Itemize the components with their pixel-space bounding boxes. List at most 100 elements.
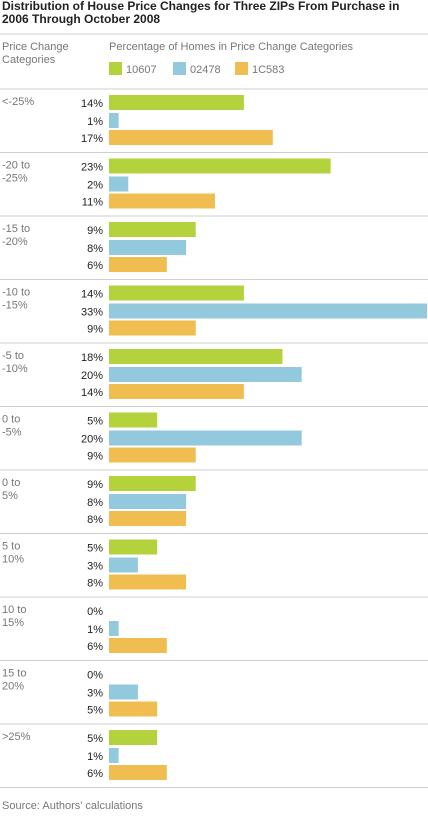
bar-02478 <box>109 621 119 636</box>
value-label: 8% <box>87 578 103 590</box>
value-label: 8% <box>87 514 103 526</box>
value-label: 14% <box>81 387 103 399</box>
bar-10607 <box>109 412 158 428</box>
value-label: 5% <box>87 705 103 717</box>
row-header-line: Price Change <box>2 41 69 53</box>
bar-1C583 <box>109 765 167 780</box>
category-label-line: -20% <box>2 236 28 248</box>
value-label: 2% <box>87 180 103 192</box>
source-note: Source: Authors' calculations <box>2 800 143 812</box>
value-label: 20% <box>81 370 103 382</box>
value-label: 18% <box>81 352 103 364</box>
bar-1C583 <box>109 447 196 463</box>
bar-10607 <box>109 222 196 237</box>
bar-10607 <box>109 95 244 110</box>
bar-02478 <box>109 494 187 509</box>
bar-10607 <box>109 539 158 555</box>
bar-02478 <box>109 557 138 573</box>
chart-title: Distribution of House Price Changes for … <box>2 0 400 26</box>
category-label: <-25% <box>2 96 34 108</box>
value-label: 14% <box>81 98 103 110</box>
value-label: 20% <box>81 434 103 446</box>
category-label: 15 to 20% <box>2 668 26 693</box>
category-label: 5 to 10% <box>2 541 24 566</box>
legend-label: 02478 <box>190 64 221 76</box>
category-label-line: 15% <box>2 617 24 629</box>
value-label: 9% <box>87 225 103 237</box>
category-label: -20 to -25% <box>2 160 30 185</box>
category-label-line: -15% <box>2 300 28 312</box>
bar-10607 <box>109 285 244 301</box>
bar-1C583 <box>109 638 167 653</box>
value-label: 5% <box>87 543 103 555</box>
legend-label: 10607 <box>126 64 157 76</box>
value-label: 1% <box>87 624 103 636</box>
bar-groups: <-25% 14%1%17%-20 to -25%23%2%11%-15 to -20… <box>0 88 428 788</box>
category-label: 0 to 5% <box>2 477 20 502</box>
category-label-line: 20% <box>2 681 24 693</box>
value-label: 11% <box>82 197 103 209</box>
bar-10607 <box>109 476 196 491</box>
bar-1C583 <box>109 511 187 526</box>
value-label: 3% <box>87 688 103 700</box>
value-label: 6% <box>87 768 103 780</box>
category-label-line: 15 to <box>2 668 26 680</box>
value-label: 23% <box>81 162 103 174</box>
category-label-line: 5 to <box>2 541 20 553</box>
category-label-line: -20 to <box>2 160 30 172</box>
row-header-line: Categories <box>2 54 56 66</box>
bar-1C583 <box>109 257 167 272</box>
category-label-line: <-25% <box>2 96 34 108</box>
bar-02478 <box>109 113 119 128</box>
category-label: >25% <box>2 731 31 743</box>
category-label: -15 to -20% <box>2 223 30 248</box>
category-label-line: -5% <box>2 427 22 439</box>
bar-02478 <box>109 684 138 700</box>
category-label-line: 0 to <box>2 477 20 489</box>
category-label: -10 to -15% <box>2 287 30 312</box>
value-label: 0% <box>87 670 103 682</box>
bar-1C583 <box>109 193 215 209</box>
category-label-line: >25% <box>2 731 31 743</box>
value-label: 9% <box>87 451 103 463</box>
value-label: 0% <box>87 606 103 618</box>
value-label: 6% <box>87 641 103 653</box>
bar-1C583 <box>109 701 158 717</box>
bar-02478 <box>109 748 119 763</box>
bar-1C583 <box>109 574 187 590</box>
bar-10607 <box>109 158 331 174</box>
category-label-line: 5% <box>2 490 18 502</box>
value-label: 14% <box>81 289 103 301</box>
value-label: 9% <box>87 324 103 336</box>
legend-label: 1C583 <box>252 64 284 76</box>
category-label-line: -10 to <box>2 287 30 299</box>
category-label: -5 to -10% <box>2 350 28 375</box>
legend-swatch <box>173 62 186 75</box>
value-label: 6% <box>87 260 103 272</box>
value-label: 5% <box>87 733 103 745</box>
legend-swatch <box>235 62 248 75</box>
category-label-line: -15 to <box>2 223 30 235</box>
bar-10607 <box>109 349 283 364</box>
bar-02478 <box>109 176 129 192</box>
legend: 10607 02478 1C583 <box>109 62 284 76</box>
category-label-line: -10% <box>2 363 28 375</box>
category-label-line: -25% <box>2 173 28 185</box>
value-label: 17% <box>81 133 103 145</box>
category-label-line: 10% <box>2 554 24 566</box>
value-label: 5% <box>87 416 103 428</box>
legend-swatch <box>109 62 122 75</box>
bar-02478 <box>109 303 427 319</box>
category-label-line: 10 to <box>2 604 26 616</box>
bar-1C583 <box>109 130 273 145</box>
bar-10607 <box>109 730 158 745</box>
value-label: 9% <box>87 479 103 491</box>
row-header: Price Change Categories <box>2 41 72 66</box>
category-label-line: 0 to <box>2 414 20 426</box>
value-label: 1% <box>87 116 103 128</box>
category-label-line: -5 to <box>2 350 24 362</box>
bar-02478 <box>109 367 302 382</box>
bar-1C583 <box>109 384 244 399</box>
legend-header: Percentage of Homes in Price Change Cate… <box>109 41 353 53</box>
